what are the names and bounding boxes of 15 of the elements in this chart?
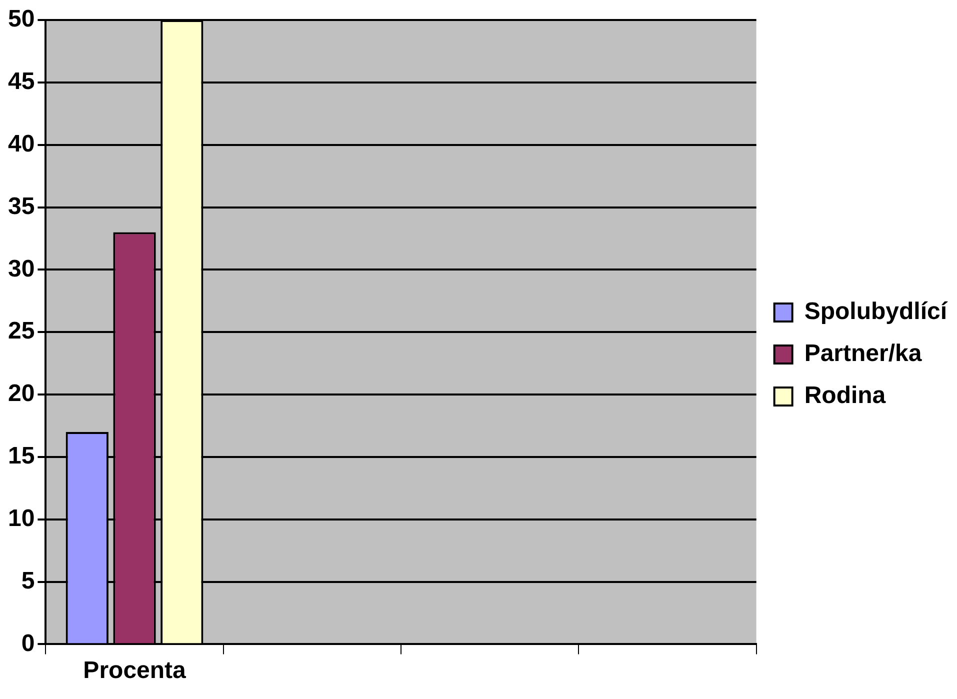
y-tick-label: 45 [8,68,35,96]
legend-label: Partner/ka [804,340,922,368]
y-tick-label: 50 [8,6,35,33]
legend-label: Spolubydlící [804,298,948,326]
y-tick-label: 30 [8,255,35,282]
y-tick-label: 40 [8,130,35,158]
y-tick-label: 25 [8,318,35,345]
y-tick-label: 15 [8,442,35,470]
legend-label: Rodina [804,382,886,410]
y-tick-label: 20 [8,380,35,408]
y-tick-label: 35 [8,192,35,220]
y-tick-label: 10 [8,504,35,532]
y-tick-label: 5 [21,567,35,594]
x-tick-label: Procenta [83,657,187,684]
y-tick-label: 0 [21,630,35,657]
